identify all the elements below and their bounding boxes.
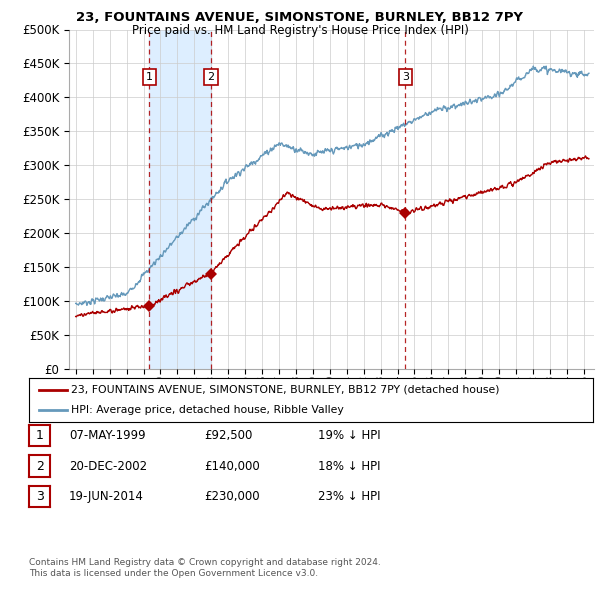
Text: HPI: Average price, detached house, Ribble Valley: HPI: Average price, detached house, Ribb… — [71, 405, 344, 415]
Text: 18% ↓ HPI: 18% ↓ HPI — [318, 460, 380, 473]
Text: Contains HM Land Registry data © Crown copyright and database right 2024.: Contains HM Land Registry data © Crown c… — [29, 558, 380, 567]
Text: 07-MAY-1999: 07-MAY-1999 — [69, 429, 146, 442]
Bar — [149, 30, 211, 369]
Text: 23, FOUNTAINS AVENUE, SIMONSTONE, BURNLEY, BB12 7PY: 23, FOUNTAINS AVENUE, SIMONSTONE, BURNLE… — [77, 11, 523, 24]
Text: £92,500: £92,500 — [204, 429, 253, 442]
Text: 2: 2 — [207, 72, 214, 82]
Text: 3: 3 — [402, 72, 409, 82]
Text: £140,000: £140,000 — [204, 460, 260, 473]
Text: 23% ↓ HPI: 23% ↓ HPI — [318, 490, 380, 503]
Text: 23, FOUNTAINS AVENUE, SIMONSTONE, BURNLEY, BB12 7PY (detached house): 23, FOUNTAINS AVENUE, SIMONSTONE, BURNLE… — [71, 385, 500, 395]
Text: 19% ↓ HPI: 19% ↓ HPI — [318, 429, 380, 442]
Text: This data is licensed under the Open Government Licence v3.0.: This data is licensed under the Open Gov… — [29, 569, 318, 578]
Text: 2: 2 — [35, 460, 44, 473]
Text: 19-JUN-2014: 19-JUN-2014 — [69, 490, 144, 503]
Text: £230,000: £230,000 — [204, 490, 260, 503]
Text: 3: 3 — [35, 490, 44, 503]
Text: 1: 1 — [146, 72, 153, 82]
Text: Price paid vs. HM Land Registry's House Price Index (HPI): Price paid vs. HM Land Registry's House … — [131, 24, 469, 37]
Text: 20-DEC-2002: 20-DEC-2002 — [69, 460, 147, 473]
Text: 1: 1 — [35, 429, 44, 442]
